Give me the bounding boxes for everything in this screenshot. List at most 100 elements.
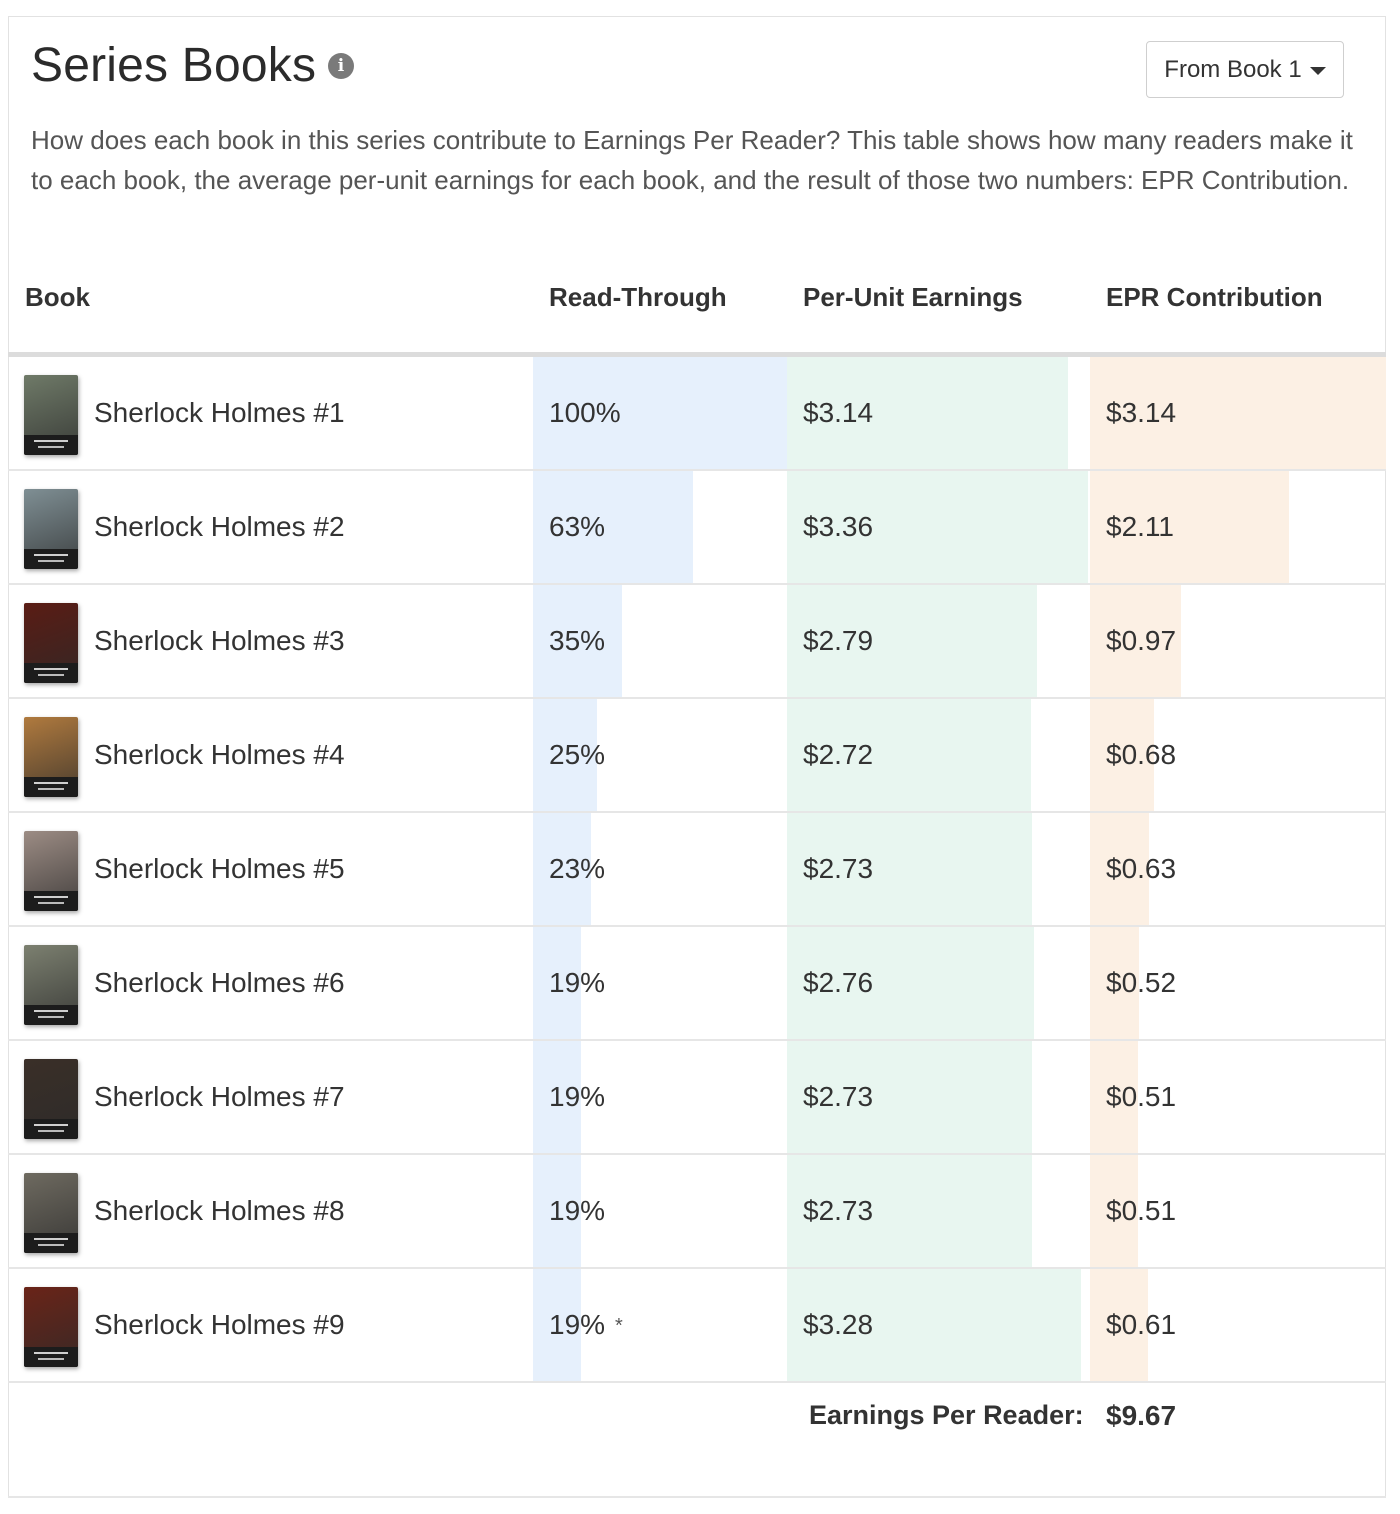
book-title: Sherlock Holmes #4 [94,739,345,770]
column-header-per-unit-earnings: Per-Unit Earnings [803,282,1023,312]
cover-title-band [24,435,78,455]
earnings-per-reader-value: $9.67 [1106,1400,1177,1431]
column-header-read-through: Read-Through [549,282,727,312]
table-row[interactable]: Sherlock Holmes #7 19% $2.73 $0.51 [8,1041,1386,1155]
epr-contribution-value: $3.14 [1106,397,1177,428]
column-header-epr-contribution: EPR Contribution [1106,282,1323,312]
epr-bar [1090,813,1149,925]
table-row[interactable]: Sherlock Holmes #5 23% $2.73 $0.63 [8,813,1386,927]
read-through-value: 25% [549,739,606,770]
epr-contribution-value: $2.11 [1106,511,1174,542]
book-cover-image[interactable] [24,603,78,683]
read-through-bar [533,927,581,1039]
table-row[interactable]: Sherlock Holmes #4 25% $2.72 $0.68 [8,699,1386,813]
cover-title-band [24,891,78,911]
read-through-value: 19% [549,967,606,998]
info-icon[interactable]: i [328,53,354,79]
epr-contribution-value: $0.97 [1106,625,1177,656]
series-books-panel [8,16,1386,1497]
table-row[interactable]: Sherlock Holmes #8 19% $2.73 $0.51 [8,1155,1386,1269]
table-row[interactable]: Sherlock Holmes #3 35% $2.79 $0.97 [8,585,1386,699]
book-cover-image[interactable] [24,1287,78,1367]
read-through-value: 19% [549,1195,606,1226]
epr-bar [1090,1155,1138,1267]
cover-title-band [24,1233,78,1253]
table-row[interactable]: Sherlock Holmes #9 19% * $3.28 $0.61 [8,1269,1386,1383]
per-unit-earnings-value: $2.76 [803,967,874,998]
per-unit-bar [787,927,1034,1039]
read-through-value: 63% [549,511,606,542]
book-title: Sherlock Holmes #3 [94,625,345,656]
table-row[interactable]: Sherlock Holmes #2 63% $3.36 $2.11 [8,471,1386,585]
from-book-dropdown[interactable]: From Book 1 [1146,41,1344,98]
footnote-marker: * [615,1314,623,1337]
per-unit-bar [787,699,1031,811]
per-unit-earnings-value: $2.73 [803,1081,874,1112]
per-unit-bar [787,1155,1032,1267]
read-through-bar [533,1155,581,1267]
per-unit-bar [787,357,1068,469]
per-unit-earnings-value: $2.72 [803,739,874,770]
epr-contribution-value: $0.63 [1106,853,1177,884]
per-unit-earnings-value: $2.73 [803,1195,874,1226]
book-cover-image[interactable] [24,945,78,1025]
earnings-per-reader-label: Earnings Per Reader: [809,1400,1084,1430]
read-through-bar [533,813,591,925]
read-through-bar [533,471,693,583]
book-cover-image[interactable] [24,1059,78,1139]
book-cover-image[interactable] [24,831,78,911]
epr-bar [1090,357,1386,469]
epr-bar [1090,1041,1138,1153]
epr-bar [1090,699,1154,811]
caret-down-icon [1309,67,1326,75]
per-unit-earnings-value: $3.14 [803,397,874,428]
table-row[interactable]: Sherlock Holmes #1 100% $3.14 $3.14 [8,357,1386,471]
per-unit-bar [787,813,1032,925]
cover-title-band [24,549,78,569]
bottom-divider [8,1496,1386,1498]
page-title: Series Books [31,39,317,92]
read-through-value: 19% [549,1081,606,1112]
read-through-value: 19% [549,1309,606,1340]
epr-contribution-value: $0.52 [1106,967,1177,998]
book-title: Sherlock Holmes #1 [94,397,345,428]
per-unit-earnings-value: $2.73 [803,853,874,884]
epr-contribution-value: $0.61 [1106,1309,1177,1340]
cover-title-band [24,777,78,797]
table-body: Sherlock Holmes #1 100% $3.14 $3.14 Sherlock… [8,357,1386,1383]
read-through-bar [533,1041,581,1153]
epr-bar [1090,585,1181,697]
book-cover-image[interactable] [24,375,78,455]
epr-contribution-value: $0.51 [1106,1081,1177,1112]
book-cover-image[interactable] [24,1173,78,1253]
epr-bar [1090,471,1289,583]
dropdown-label: From Book 1 [1164,55,1302,83]
read-through-value: 100% [549,397,621,428]
read-through-value: 35% [549,625,606,656]
book-cover-image[interactable] [24,717,78,797]
book-title: Sherlock Holmes #9 [94,1309,345,1340]
description: How does each book in this series contri… [31,125,1353,195]
book-title: Sherlock Holmes #7 [94,1081,345,1112]
per-unit-bar [787,1269,1081,1381]
per-unit-earnings-value: $2.79 [803,625,874,656]
table-row[interactable]: Sherlock Holmes #6 19% $2.76 $0.52 [8,927,1386,1041]
per-unit-bar [787,1041,1032,1153]
book-title: Sherlock Holmes #6 [94,967,345,998]
epr-bar [1090,1269,1148,1381]
per-unit-earnings-value: $3.28 [803,1309,874,1340]
book-cover-image[interactable] [24,489,78,569]
per-unit-bar [787,585,1037,697]
read-through-bar [533,585,622,697]
cover-title-band [24,1119,78,1139]
per-unit-bar [787,471,1088,583]
book-title: Sherlock Holmes #2 [94,511,345,542]
column-header-book: Book [25,282,90,312]
read-through-bar [533,1269,581,1381]
read-through-value: 23% [549,853,606,884]
per-unit-earnings-value: $3.36 [803,511,874,542]
cover-title-band [24,663,78,683]
book-title: Sherlock Holmes #5 [94,853,345,884]
epr-contribution-value: $0.51 [1106,1195,1177,1226]
read-through-bar [533,357,787,469]
